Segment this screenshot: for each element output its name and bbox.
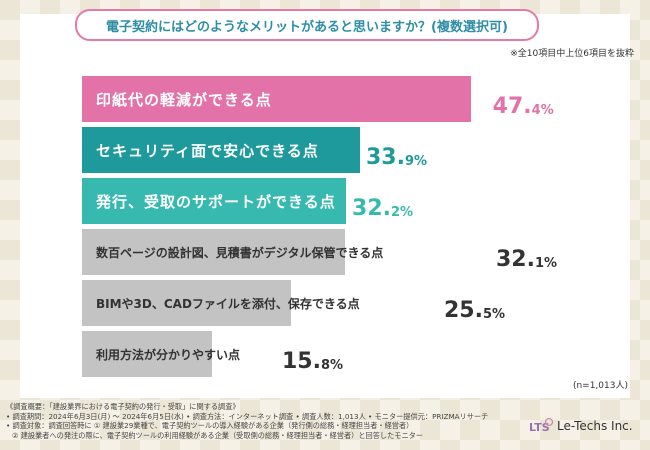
bar-1	[82, 76, 471, 122]
bar-label-3: 発行、受取のサポートができる点	[96, 192, 336, 211]
bar-5	[82, 280, 292, 326]
footer-line: 《調査概要：「建設業界における電子契約の発行・受取」に関する調査》	[6, 402, 240, 411]
bar-value-1: 47. 4%	[492, 94, 554, 119]
logo-text: Le-Techs Inc.	[557, 419, 633, 433]
company-logo: LTS Le-Techs Inc.	[528, 416, 633, 436]
bar-label-6: 利用方法が分かりやすい点	[96, 347, 241, 362]
bar-value-2: 33. 9%	[365, 145, 428, 170]
bar-label-1: 印紙代の軽減ができる点	[96, 90, 272, 109]
footer-line: ② 建設業者への発注の際に、電子契約ツールの利用経験がある企業（受取側の総務・経…	[12, 430, 424, 440]
bar-4	[82, 229, 346, 275]
bar-value-4: 32. 1%	[496, 247, 558, 272]
bar-label-5: BIMや3D、CADファイルを添付、保存できる点	[96, 296, 360, 311]
bar-chart: 印紙代の軽減ができる点 47. 4% セキュリティ面で安心できる点 33. 9% 発行、受取…	[82, 72, 630, 392]
bar-label-4: 数百ページの設計図、見積書がデジタル保管できる点	[96, 245, 384, 260]
chart-title: 電子契約にはどのようなメリットがあると思いますか？(複数選択可)	[75, 9, 539, 41]
footer-line: • 調査期間：2024年6月3日(月) 〜 2024年6月5日(水) • 調査方…	[6, 411, 489, 421]
bar-2	[82, 127, 360, 173]
sample-size-note: (n=1,013人)	[572, 381, 628, 391]
logo-mark-text: LTS	[529, 421, 550, 434]
bar-3	[82, 178, 347, 224]
survey-footer: 《調査概要：「建設業界における電子契約の発行・受取」に関する調査》 • 調査期間…	[6, 402, 506, 440]
bar-value-6: 15. 8%	[282, 349, 344, 374]
logo-mark-icon: LTS	[529, 417, 554, 434]
bar-value-3: 32. 2%	[352, 196, 414, 221]
footer-line: • 調査対象：調査回答時に ① 建設業29業種で、電子契約ツールの導入経験がある…	[6, 421, 414, 431]
bar-6	[82, 331, 212, 377]
bar-label-2: セキュリティ面で安心できる点	[96, 141, 319, 160]
bar-value-5: 25. 5%	[444, 298, 506, 323]
top-note: ※全10項目中上位6項目を抜粋	[510, 49, 634, 59]
